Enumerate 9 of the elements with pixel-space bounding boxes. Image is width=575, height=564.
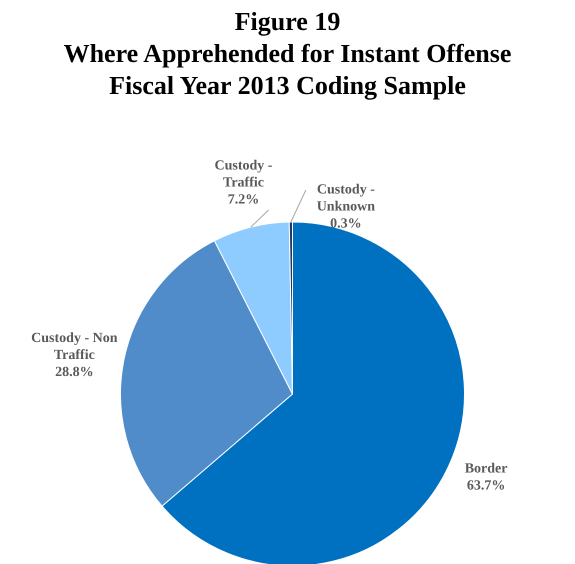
slice-label: Custody - Non Traffic xyxy=(31,330,118,363)
slice-label: Custody - Unknown xyxy=(316,182,376,215)
data-label: 28.8% xyxy=(55,364,94,380)
data-label: 0.3% xyxy=(330,216,362,232)
slice-label: Custody - Traffic xyxy=(214,158,273,191)
data-label: 63.7% xyxy=(466,478,506,494)
slice-label: Border xyxy=(464,462,508,477)
chart-title: Figure 19 Where Apprehended for Instant Offense Fiscal Year 2013 Coding Sample xyxy=(64,7,512,100)
data-label: 7.2% xyxy=(228,192,260,208)
